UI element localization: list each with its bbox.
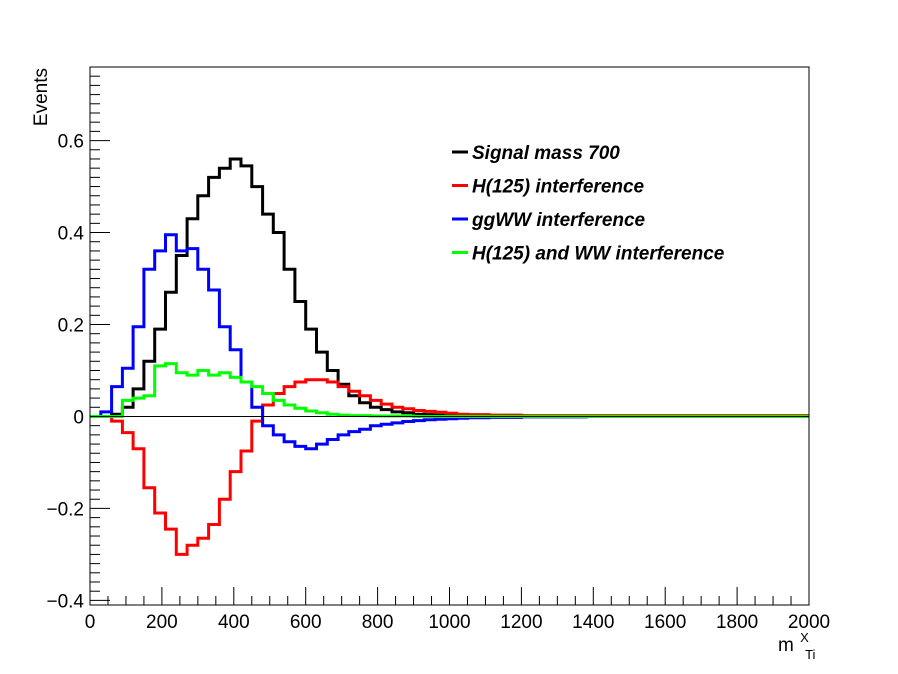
x-tick-label: 800: [362, 612, 394, 633]
x-tick-label: 0: [85, 612, 96, 633]
x-tick-label: 1400: [572, 612, 614, 633]
y-tick-label: 0.2: [58, 316, 84, 337]
x-tick-label: 1000: [428, 612, 470, 633]
x-axis: 0 200 400 600 800 1000 1200 1400 1600 1800 2000: [85, 587, 830, 633]
x-tick-label: 1600: [644, 612, 686, 633]
x-axis-title-sub: Ti: [805, 647, 815, 662]
x-tick-label: 600: [290, 612, 322, 633]
y-axis-title: Events: [31, 68, 52, 126]
legend-label-3: ggWW interference: [471, 210, 646, 231]
legend-label-4: H(125) and WW interference: [472, 244, 725, 265]
legend-label-1: Signal mass 700: [472, 143, 620, 164]
x-axis-title-sup: X: [800, 630, 809, 645]
y-tick-label: 0: [73, 407, 84, 428]
y-axis: −0.4 −0.2 0 0.2 0.4 0.6: [46, 75, 110, 612]
x-tick-label: 1200: [500, 612, 542, 633]
y-tick-label: −0.2: [46, 499, 84, 520]
y-tick-label: −0.4: [46, 591, 84, 612]
x-tick-label: 1800: [716, 612, 758, 633]
x-tick-label: 400: [218, 612, 250, 633]
x-axis-title-main: m: [778, 635, 794, 656]
y-tick-label: 0.4: [58, 224, 85, 245]
legend: Signal mass 700 H(125) interference ggWW i…: [452, 143, 725, 265]
y-tick-label: 0.6: [58, 132, 84, 153]
x-tick-label: 2000: [788, 612, 830, 633]
legend-label-2: H(125) interference: [472, 177, 645, 198]
x-tick-label: 200: [146, 612, 178, 633]
x-axis-title: m X Ti: [778, 626, 816, 662]
